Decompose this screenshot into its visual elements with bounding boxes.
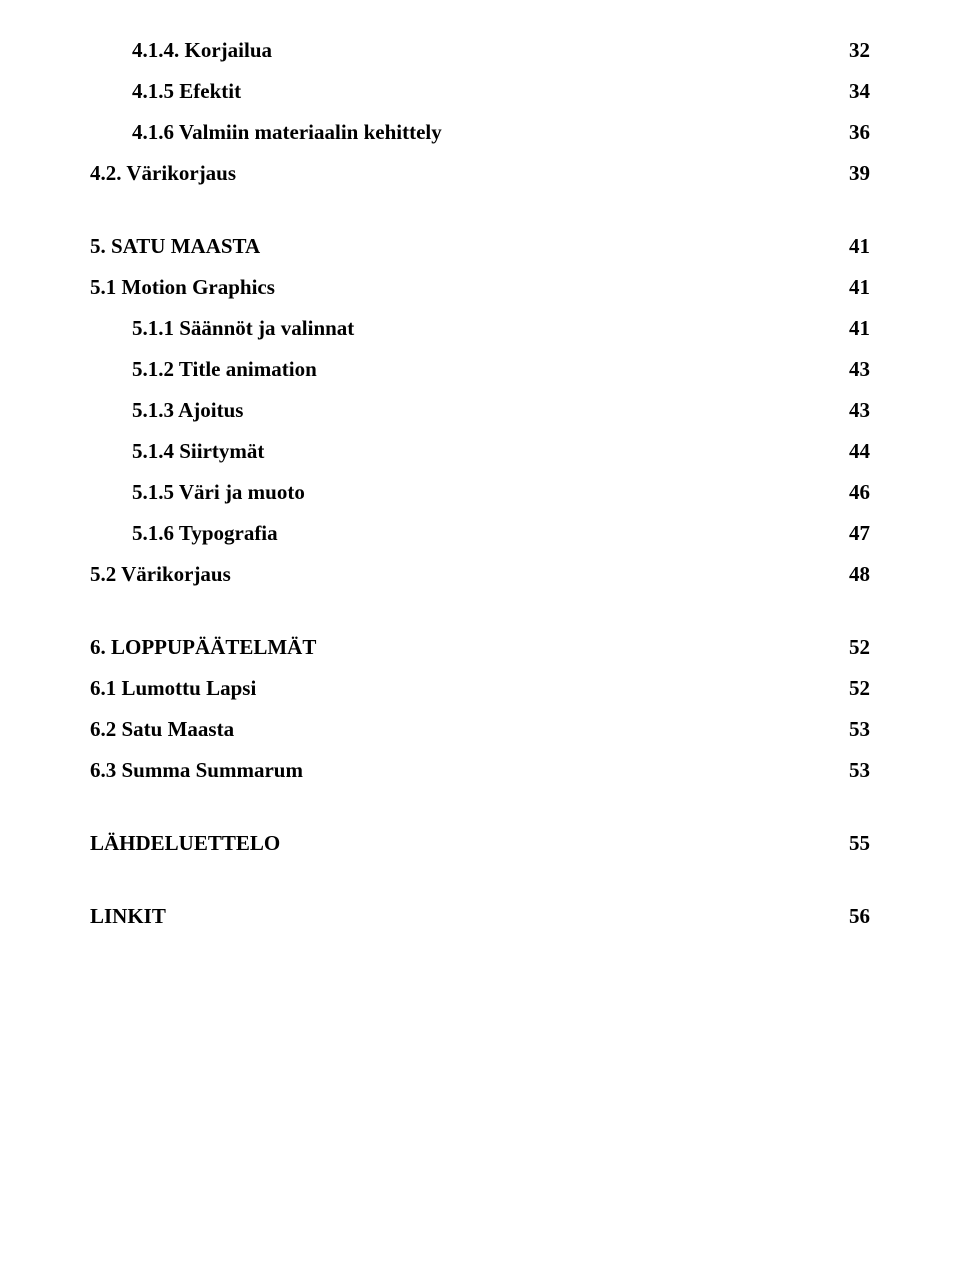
toc-entry-label: LÄHDELUETTELO [90, 833, 830, 854]
toc-entry-label: 5.1.3 Ajoitus [90, 400, 830, 421]
toc-entry: 5.1.2 Title animation 43 [90, 359, 870, 380]
toc-block: 5. SATU MAASTA 41 5.1 Motion Graphics 41… [90, 236, 870, 585]
toc-entry-page: 43 [830, 359, 870, 380]
toc-block: 6. LOPPUPÄÄTELMÄT 52 6.1 Lumottu Lapsi 5… [90, 637, 870, 781]
toc-entry: 5.1.1 Säännöt ja valinnat 41 [90, 318, 870, 339]
toc-entry: 4.1.5 Efektit 34 [90, 81, 870, 102]
toc-block: 4.1.4. Korjailua 32 4.1.5 Efektit 34 4.1… [90, 40, 870, 184]
toc-entry: 5.2 Värikorjaus 48 [90, 564, 870, 585]
toc-entry-page: 36 [830, 122, 870, 143]
toc-entry-page: 39 [830, 163, 870, 184]
toc-entry: 4.1.6 Valmiin materiaalin kehittely 36 [90, 122, 870, 143]
toc-entry: 5.1.5 Väri ja muoto 46 [90, 482, 870, 503]
toc-entry-label: 4.2. Värikorjaus [90, 163, 830, 184]
toc-entry-page: 56 [830, 906, 870, 927]
toc-entry: 6.1 Lumottu Lapsi 52 [90, 678, 870, 699]
toc-entry: 4.1.4. Korjailua 32 [90, 40, 870, 61]
toc-entry-label: 5.2 Värikorjaus [90, 564, 830, 585]
toc-entry: 6.2 Satu Maasta 53 [90, 719, 870, 740]
toc-entry: 5.1.6 Typografia 47 [90, 523, 870, 544]
toc-entry-page: 47 [830, 523, 870, 544]
toc-entry-label: 4.1.5 Efektit [90, 81, 830, 102]
toc-entry-label: 5.1.1 Säännöt ja valinnat [90, 318, 830, 339]
toc-entry: LINKIT 56 [90, 906, 870, 927]
toc-entry-page: 52 [830, 678, 870, 699]
toc-entry: LÄHDELUETTELO 55 [90, 833, 870, 854]
toc-entry: 5.1.3 Ajoitus 43 [90, 400, 870, 421]
toc-entry-page: 43 [830, 400, 870, 421]
toc-entry-label: 4.1.4. Korjailua [90, 40, 830, 61]
toc-entry-label: 6.1 Lumottu Lapsi [90, 678, 830, 699]
toc-entry: 6.3 Summa Summarum 53 [90, 760, 870, 781]
toc-entry-page: 46 [830, 482, 870, 503]
toc-entry-label: 5. SATU MAASTA [90, 236, 830, 257]
toc-entry-label: 4.1.6 Valmiin materiaalin kehittely [90, 122, 830, 143]
toc-entry-page: 55 [830, 833, 870, 854]
toc-entry-page: 41 [830, 318, 870, 339]
toc-entry-label: 5.1 Motion Graphics [90, 277, 830, 298]
toc-entry-label: 5.1.6 Typografia [90, 523, 830, 544]
toc-entry-label: 5.1.5 Väri ja muoto [90, 482, 830, 503]
toc-entry-page: 41 [830, 236, 870, 257]
toc-entry-page: 41 [830, 277, 870, 298]
toc-entry-label: 5.1.4 Siirtymät [90, 441, 830, 462]
toc-entry-page: 32 [830, 40, 870, 61]
toc-entry-label: 6.3 Summa Summarum [90, 760, 830, 781]
toc-entry-page: 52 [830, 637, 870, 658]
toc-entry: 6. LOPPUPÄÄTELMÄT 52 [90, 637, 870, 658]
toc-entry-label: 6. LOPPUPÄÄTELMÄT [90, 637, 830, 658]
toc-entry-page: 34 [830, 81, 870, 102]
toc-entry: 5.1 Motion Graphics 41 [90, 277, 870, 298]
toc-block: LINKIT 56 [90, 906, 870, 927]
toc-block: LÄHDELUETTELO 55 [90, 833, 870, 854]
toc-entry-page: 48 [830, 564, 870, 585]
toc-entry: 4.2. Värikorjaus 39 [90, 163, 870, 184]
toc-entry-page: 53 [830, 719, 870, 740]
toc-entry-label: 5.1.2 Title animation [90, 359, 830, 380]
toc-entry-page: 44 [830, 441, 870, 462]
toc-entry: 5. SATU MAASTA 41 [90, 236, 870, 257]
toc-entry: 5.1.4 Siirtymät 44 [90, 441, 870, 462]
toc-entry-label: 6.2 Satu Maasta [90, 719, 830, 740]
toc-entry-page: 53 [830, 760, 870, 781]
toc-entry-label: LINKIT [90, 906, 830, 927]
